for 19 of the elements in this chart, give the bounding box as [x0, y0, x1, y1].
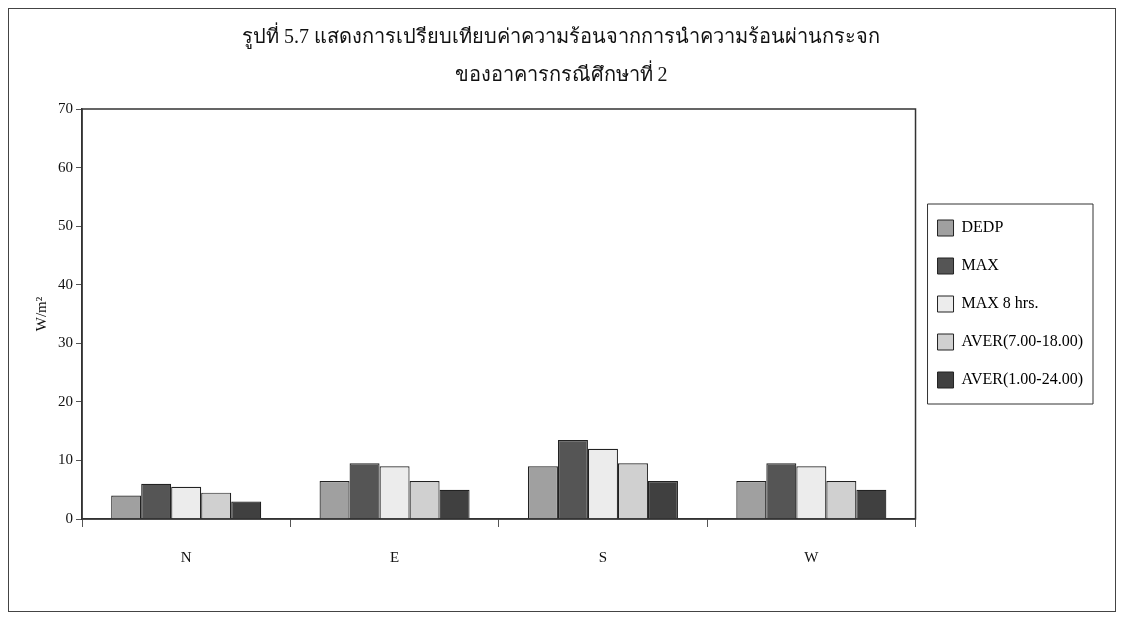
y-tick-label: 0 [65, 509, 73, 526]
y-tick-label: 10 [58, 451, 73, 468]
x-tick-label: S [598, 548, 608, 565]
y-tick-label: 20 [58, 392, 73, 409]
y-axis-title: W/m² [32, 296, 49, 332]
y-tick-label: 40 [58, 275, 73, 292]
legend-label: MAX 8 hrs. [961, 294, 1039, 312]
legend-label: DEDP [961, 218, 1004, 236]
chart-title: รูปที่ 5.7 แสดงการเปรียบเทียบค่าความร้อนจากการนำความร้อนผ่านกระจก ของอาคารกรณีศึกษาที่ 2 [242, 22, 880, 86]
x-tick-label: N [180, 548, 192, 565]
legend-label: AVER(7.00-18.00) [961, 332, 1084, 351]
y-tick-label: 50 [58, 217, 73, 234]
y-tick-label: 60 [58, 158, 73, 175]
y-tick-label: 70 [58, 99, 73, 116]
y-tick-label: 30 [58, 334, 73, 351]
x-tick-label: E [389, 548, 400, 565]
legend-label: MAX [961, 256, 1000, 274]
legend-label: AVER(1.00-24.00) [961, 370, 1084, 389]
x-tick-label: W [804, 548, 820, 565]
